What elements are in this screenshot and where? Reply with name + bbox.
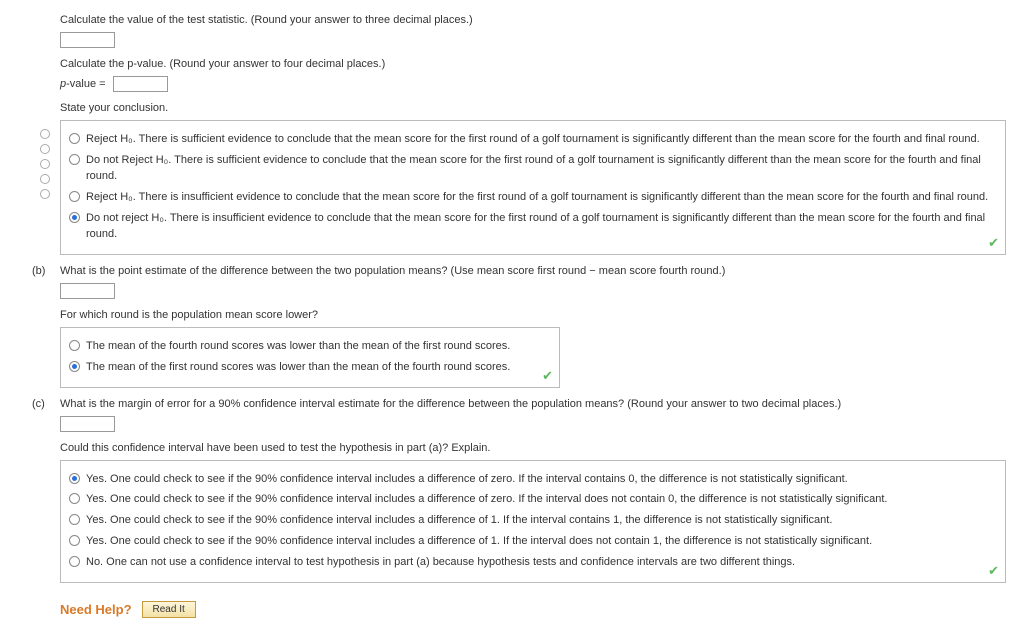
part-b: (b) What is the point estimate of the di… xyxy=(60,265,1006,388)
input-test-statistic[interactable] xyxy=(60,32,115,48)
prompt-c2: Could this confidence interval have been… xyxy=(60,442,1006,454)
radio-icon xyxy=(69,473,80,484)
need-help: Need Help? Read It xyxy=(60,601,1006,618)
part-label-b: (b) xyxy=(32,265,45,277)
option-c-5[interactable]: No. One can not use a confidence interva… xyxy=(69,555,997,571)
radio-icon xyxy=(69,535,80,546)
option-a-1[interactable]: Reject H₀. There is sufficient evidence … xyxy=(69,132,997,148)
option-a-3[interactable]: Reject H₀. There is insufficient evidenc… xyxy=(69,190,997,206)
radio-icon xyxy=(69,514,80,525)
radio-icon xyxy=(69,191,80,202)
checkmark-icon: ✔ xyxy=(988,563,999,579)
conclusion-options: Reject H₀. There is sufficient evidence … xyxy=(60,120,1006,255)
input-pvalue[interactable] xyxy=(113,76,168,92)
option-text: The mean of the first round scores was l… xyxy=(86,360,510,376)
step-dot xyxy=(40,159,50,169)
read-it-button[interactable]: Read It xyxy=(142,601,196,618)
option-b-1[interactable]: The mean of the fourth round scores was … xyxy=(69,339,551,355)
step-dot xyxy=(40,129,50,139)
option-text: Yes. One could check to see if the 90% c… xyxy=(86,513,832,529)
input-margin-error[interactable] xyxy=(60,416,115,432)
part-a: Calculate the value of the test statisti… xyxy=(60,14,1006,255)
checkmark-icon: ✔ xyxy=(542,368,553,384)
radio-icon xyxy=(69,133,80,144)
option-text: The mean of the fourth round scores was … xyxy=(86,339,510,355)
step-dot xyxy=(40,174,50,184)
option-text: Reject H₀. There is insufficient evidenc… xyxy=(86,190,988,206)
option-text: Do not reject H₀. There is insufficient … xyxy=(86,211,997,243)
radio-icon xyxy=(69,361,80,372)
option-c-4[interactable]: Yes. One could check to see if the 90% c… xyxy=(69,534,997,550)
prompt-b1: What is the point estimate of the differ… xyxy=(60,265,1006,277)
option-text: Yes. One could check to see if the 90% c… xyxy=(86,534,872,550)
option-text: Yes. One could check to see if the 90% c… xyxy=(86,472,848,488)
input-point-estimate[interactable] xyxy=(60,283,115,299)
prompt-b2: For which round is the population mean s… xyxy=(60,309,1006,321)
option-text: Yes. One could check to see if the 90% c… xyxy=(86,492,887,508)
part-c: (c) What is the margin of error for a 90… xyxy=(60,398,1006,584)
radio-icon xyxy=(69,154,80,165)
option-text: Reject H₀. There is sufficient evidence … xyxy=(86,132,980,148)
prompt-c1: What is the margin of error for a 90% co… xyxy=(60,398,1006,410)
part-label-c: (c) xyxy=(32,398,45,410)
option-a-2[interactable]: Do not Reject H₀. There is sufficient ev… xyxy=(69,153,997,185)
round-lower-options: The mean of the fourth round scores was … xyxy=(60,327,560,388)
radio-icon xyxy=(69,556,80,567)
prompt-pvalue: Calculate the p-value. (Round your answe… xyxy=(60,58,1006,70)
radio-icon xyxy=(69,493,80,504)
radio-icon xyxy=(69,340,80,351)
step-indicator xyxy=(40,129,50,199)
radio-icon xyxy=(69,212,80,223)
step-dot xyxy=(40,144,50,154)
option-text: No. One can not use a confidence interva… xyxy=(86,555,795,571)
need-help-label: Need Help? xyxy=(60,602,132,617)
option-text: Do not Reject H₀. There is sufficient ev… xyxy=(86,153,997,185)
option-c-2[interactable]: Yes. One could check to see if the 90% c… xyxy=(69,492,997,508)
pvalue-label: p-value = xyxy=(60,78,106,90)
option-a-4[interactable]: Do not reject H₀. There is insufficient … xyxy=(69,211,997,243)
option-c-3[interactable]: Yes. One could check to see if the 90% c… xyxy=(69,513,997,529)
option-c-1[interactable]: Yes. One could check to see if the 90% c… xyxy=(69,472,997,488)
ci-options: Yes. One could check to see if the 90% c… xyxy=(60,460,1006,584)
checkmark-icon: ✔ xyxy=(988,235,999,251)
option-b-2[interactable]: The mean of the first round scores was l… xyxy=(69,360,551,376)
prompt-test-statistic: Calculate the value of the test statisti… xyxy=(60,14,1006,26)
step-dot xyxy=(40,189,50,199)
conclusion-label: State your conclusion. xyxy=(60,102,1006,114)
